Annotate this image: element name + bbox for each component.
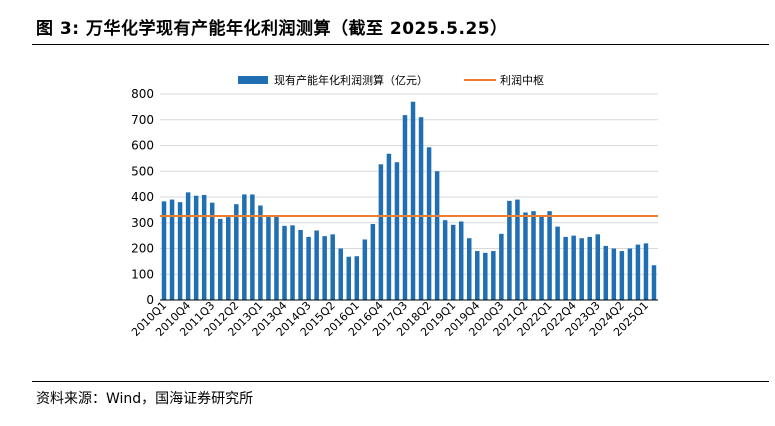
bar: [346, 256, 352, 300]
bar: [250, 194, 255, 300]
bar: [595, 234, 601, 300]
bar: [434, 171, 440, 300]
bar: [282, 225, 287, 300]
bar: [475, 251, 480, 300]
legend-line-label: 利润中枢: [500, 73, 544, 87]
figure-label: 图 3:: [36, 19, 80, 39]
legend-bar-swatch: [238, 76, 268, 84]
bar: [587, 236, 592, 300]
bar: [531, 211, 536, 300]
y-tick-label: 800: [131, 87, 154, 101]
y-tick-label: 400: [131, 190, 154, 204]
bar: [386, 153, 392, 300]
bar: [579, 238, 584, 300]
bar: [458, 221, 464, 300]
bar: [306, 236, 311, 300]
bar: [563, 236, 568, 300]
bar: [330, 234, 335, 300]
bar: [651, 265, 657, 300]
bar: [161, 201, 167, 300]
source-note: 资料来源：Wind，国海证券研究所: [36, 391, 254, 407]
bar: [362, 239, 368, 300]
bar-series: [161, 101, 657, 301]
bar: [418, 117, 424, 300]
bar: [290, 225, 295, 300]
x-axis-labels: 2010Q12010Q42011Q32012Q22013Q12013Q42014…: [129, 299, 651, 339]
bar: [378, 164, 384, 300]
bar: [177, 202, 183, 300]
bar: [539, 215, 544, 300]
bar: [466, 238, 472, 300]
bar: [627, 248, 633, 300]
bar: [410, 101, 416, 300]
bar: [338, 248, 343, 300]
bar: [426, 147, 432, 300]
bar: [515, 199, 520, 300]
bar: [314, 230, 319, 300]
bar: [507, 200, 512, 300]
figure-title-text: 万华化学现有产能年化利润测算（截至 2025.5.25）: [85, 19, 508, 39]
bar: [499, 233, 504, 300]
bar: [298, 229, 303, 300]
bar: [491, 251, 496, 300]
y-tick-label: 200: [131, 242, 154, 256]
bar: [242, 194, 247, 300]
legend: 现有产能年化利润测算（亿元） 利润中枢: [238, 73, 544, 87]
bar: [274, 216, 279, 300]
y-tick-label: 300: [131, 216, 154, 230]
y-axis-labels: 0 100 200 300 400 500 600 700 800: [131, 87, 154, 307]
bar: [217, 218, 223, 300]
bar: [185, 192, 191, 300]
bar: [234, 204, 239, 300]
y-tick-label: 600: [131, 139, 154, 153]
bar: [483, 252, 488, 300]
profit-chart: 0 100 200 300 400 500 600 700 800 2010Q12010Q420…: [129, 73, 658, 339]
bar: [169, 199, 175, 300]
bar: [611, 248, 617, 300]
bar: [523, 212, 528, 300]
figure-title: 图 3: 万华化学现有产能年化利润测算（截至 2025.5.25）: [36, 14, 508, 39]
y-tick-label: 100: [131, 267, 154, 281]
bar: [193, 195, 199, 300]
bar: [258, 205, 263, 300]
bottom-rule: [32, 381, 769, 382]
bar: [547, 211, 552, 300]
y-tick-label: 0: [146, 293, 154, 307]
bar: [555, 226, 560, 300]
bar: [394, 162, 400, 300]
top-rule: [32, 44, 769, 45]
bar: [370, 224, 376, 300]
bar: [619, 251, 625, 300]
bar: [266, 215, 271, 300]
bar: [209, 202, 215, 300]
bar: [603, 245, 609, 300]
bar: [643, 243, 649, 300]
bar: [450, 224, 456, 300]
legend-bar-label: 现有产能年化利润测算（亿元）: [274, 73, 428, 87]
bar: [571, 235, 576, 300]
bar: [322, 236, 327, 300]
bar: [442, 220, 448, 300]
bar: [354, 256, 360, 300]
y-tick-label: 500: [131, 164, 154, 178]
bar: [402, 115, 408, 301]
bar: [226, 217, 231, 300]
y-tick-label: 700: [131, 113, 154, 127]
bar: [201, 194, 207, 300]
bar: [635, 244, 641, 300]
